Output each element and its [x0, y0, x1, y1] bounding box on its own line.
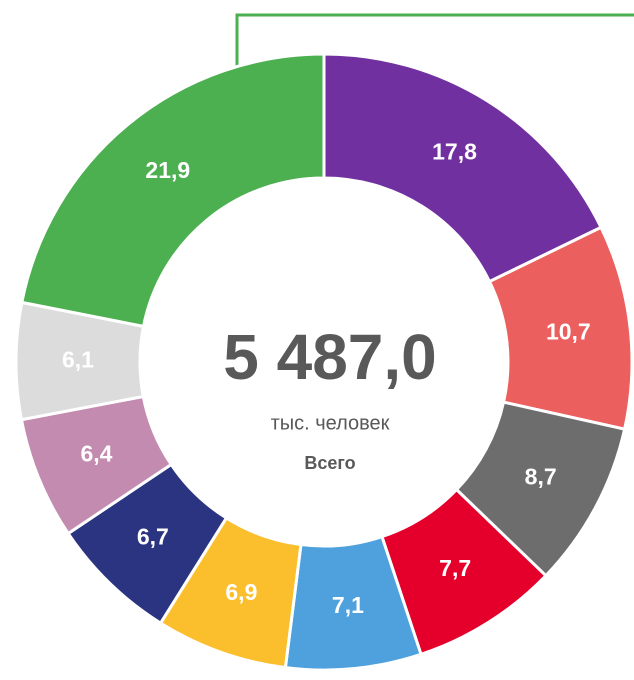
data-label: 6,9: [225, 579, 257, 605]
donut: [14, 52, 634, 672]
center-unit: тыс. человек: [271, 412, 390, 434]
data-label: 17,8: [432, 139, 477, 165]
center-value: 5 487,0: [223, 321, 437, 393]
center-caption: Всего: [304, 453, 355, 473]
data-label: 10,7: [546, 319, 591, 345]
data-label: 21,9: [145, 157, 190, 183]
data-label: 6,7: [137, 524, 169, 550]
data-label: 7,7: [439, 555, 471, 581]
data-label: 7,1: [332, 592, 364, 618]
leader-line: [235, 13, 634, 72]
segment: [322, 52, 604, 284]
segment: [20, 52, 326, 329]
data-label: 6,4: [80, 441, 112, 467]
data-label: 8,7: [525, 464, 557, 490]
data-label: 6,1: [62, 346, 94, 372]
